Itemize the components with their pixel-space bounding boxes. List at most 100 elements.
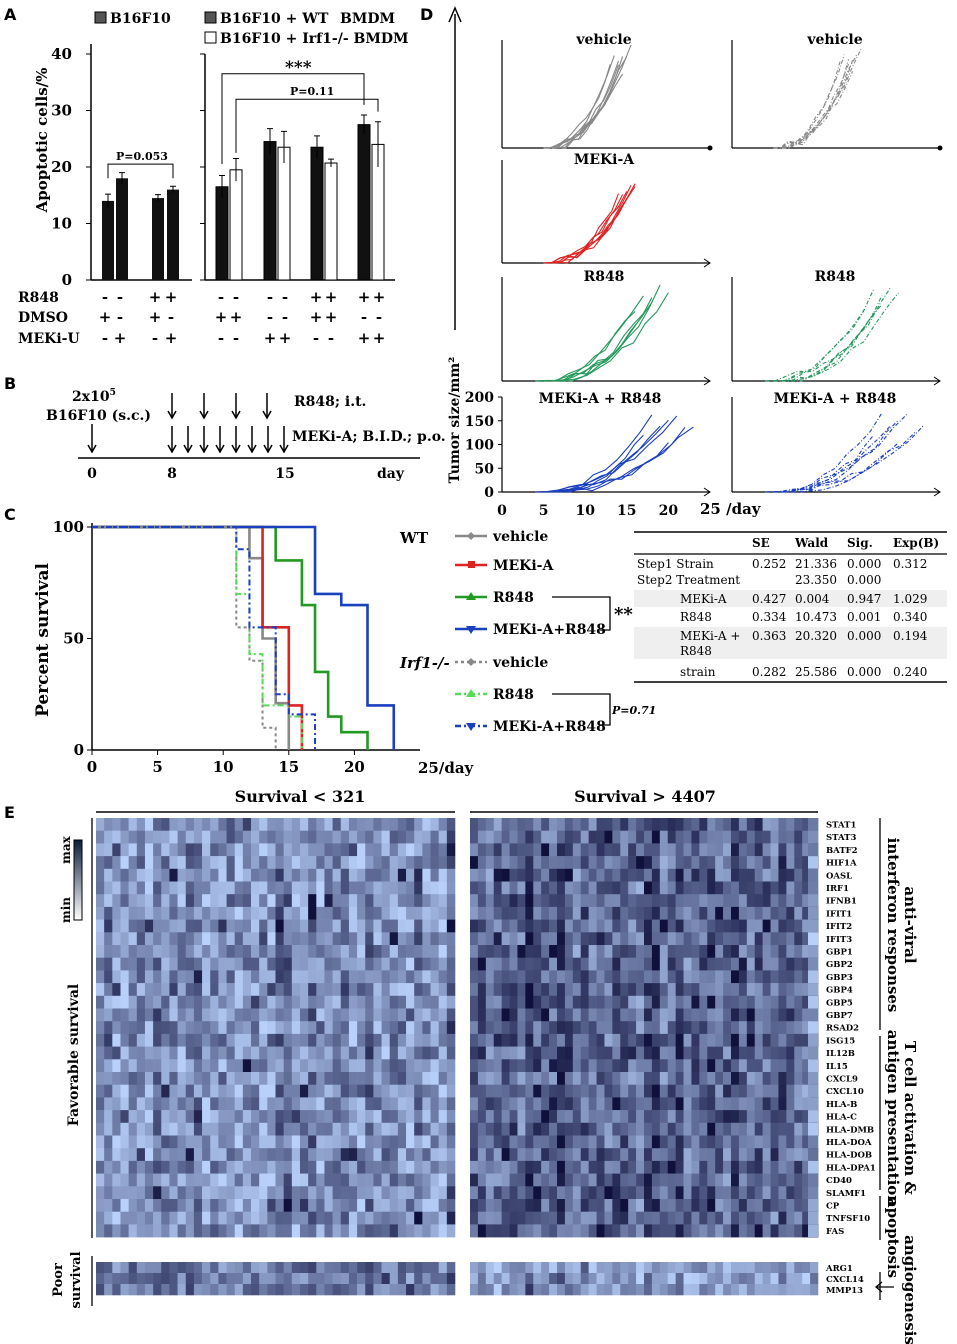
left-axes-0-end xyxy=(707,145,713,151)
heat-cell xyxy=(651,856,661,870)
heat-cell xyxy=(332,894,342,908)
heat-cell xyxy=(348,957,358,971)
heat-cell xyxy=(470,1072,479,1085)
heat-cell xyxy=(406,957,415,971)
heat-cell xyxy=(161,1084,170,1098)
heat-cell xyxy=(242,1224,252,1238)
heat-cell xyxy=(161,894,170,908)
heat-cell xyxy=(446,1033,456,1047)
heat-cell xyxy=(580,1186,589,1200)
heat-cell xyxy=(501,945,510,958)
heat-cell xyxy=(218,1148,227,1162)
heat-cell xyxy=(365,1224,374,1238)
heat-cell xyxy=(299,1084,309,1098)
heat-cell xyxy=(112,1084,121,1098)
heat-cell xyxy=(604,995,613,1009)
heat-cell xyxy=(389,932,399,946)
heat-cell xyxy=(667,1186,676,1200)
heat-cell xyxy=(104,1148,113,1162)
heat-cell xyxy=(509,1199,518,1212)
heat-cell xyxy=(185,1224,195,1238)
heat-cell xyxy=(470,1059,479,1073)
heat-cell xyxy=(153,983,162,997)
bar-b16-3 xyxy=(167,189,179,280)
heat-cell xyxy=(541,868,550,882)
heat-cell xyxy=(193,881,203,895)
heat-cell xyxy=(691,1122,700,1136)
heat-cell xyxy=(96,932,105,946)
scale-min-label: min xyxy=(59,897,73,923)
heat-cell xyxy=(738,957,748,971)
heat-cell xyxy=(707,856,716,870)
heat-cell xyxy=(549,919,558,933)
heat-cell xyxy=(446,881,456,895)
heat-cell xyxy=(316,1110,325,1124)
heat-cell xyxy=(438,1084,448,1098)
heat-cell xyxy=(596,818,605,831)
heat-cell xyxy=(226,843,236,857)
heat-cell xyxy=(588,932,597,946)
heat-cell xyxy=(242,1211,252,1225)
heat-cell xyxy=(169,983,178,997)
heat-cell xyxy=(430,1173,439,1187)
heat-cell xyxy=(493,932,502,946)
heat-cell xyxy=(794,1160,803,1174)
heat-cell xyxy=(406,995,415,1009)
heat-cell xyxy=(226,1008,236,1022)
heat-cell xyxy=(226,1173,236,1187)
heat-cell xyxy=(746,906,756,920)
heat-cell xyxy=(430,1186,439,1200)
heat-cell xyxy=(242,894,252,908)
heat-cell xyxy=(580,945,589,958)
heat-cell xyxy=(572,830,582,844)
heat-cell xyxy=(620,1224,629,1238)
heat-cell xyxy=(438,1199,448,1212)
legend-marker xyxy=(467,532,475,540)
gene-label: STAT3 xyxy=(826,833,856,843)
heat-cell xyxy=(446,1211,456,1225)
heat-cell xyxy=(438,1122,448,1136)
heat-cell xyxy=(636,932,645,946)
heat-cell xyxy=(612,983,621,997)
heat-cell xyxy=(218,970,227,984)
heat-cell xyxy=(348,1199,358,1212)
heat-cell xyxy=(210,818,219,831)
errbar xyxy=(219,174,225,199)
heat-cell xyxy=(675,970,684,984)
heat-cell xyxy=(202,1160,211,1174)
heat-cell xyxy=(283,868,293,882)
heat-cell xyxy=(283,1160,293,1174)
heat-cell xyxy=(144,995,154,1009)
heat-cell xyxy=(564,856,574,870)
heat-cell xyxy=(477,856,487,870)
heat-cell xyxy=(340,1160,350,1174)
heat-cell xyxy=(332,1273,342,1285)
heat-cell xyxy=(283,1059,293,1073)
right-axes-2-arrow xyxy=(933,376,941,386)
heat-cell xyxy=(588,970,597,984)
heat-cell xyxy=(120,1262,129,1274)
heat-cell xyxy=(731,1008,740,1022)
heat-cell xyxy=(316,843,325,857)
heat-cell xyxy=(446,894,456,908)
heat-cell xyxy=(104,970,113,984)
heat-cell xyxy=(120,995,129,1009)
heat-cell xyxy=(501,881,510,895)
heat-cell xyxy=(485,1173,495,1187)
heat-cell xyxy=(299,1199,309,1212)
heat-cell xyxy=(699,1021,708,1035)
heat-cell xyxy=(746,830,756,844)
heat-cell xyxy=(299,881,309,895)
heat-cell xyxy=(169,881,178,895)
heat-cell xyxy=(636,995,645,1009)
heat-cell xyxy=(477,983,487,997)
heat-cell xyxy=(572,957,582,971)
legend-marker xyxy=(467,658,475,666)
heat-cell xyxy=(104,1046,113,1060)
legend-ko-group: Irf1-/- xyxy=(399,654,450,672)
heat-cell xyxy=(365,1148,374,1162)
heat-cell xyxy=(373,894,382,908)
heat-cell xyxy=(251,1072,260,1085)
heat-cell xyxy=(397,983,407,997)
heat-cell xyxy=(636,1046,645,1060)
